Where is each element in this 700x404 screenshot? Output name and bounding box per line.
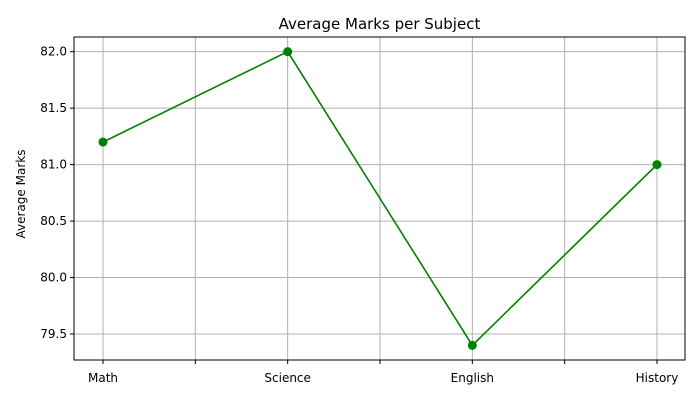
y-tick-label: 80.0 xyxy=(40,271,67,285)
y-tick-label: 79.5 xyxy=(40,327,67,341)
x-tick-label-science: Science xyxy=(264,371,311,385)
y-tick-label: 82.0 xyxy=(40,45,67,59)
x-tick-label-math: Math xyxy=(88,371,118,385)
tick-layer: 79.5 80.0 80.5 81.0 81.5 82.0 Math Science Engli… xyxy=(40,45,678,385)
data-point-math xyxy=(98,137,108,147)
chart-title: Average Marks per Subject xyxy=(279,15,481,33)
data-point-science xyxy=(283,47,293,57)
grid-layer xyxy=(74,37,685,360)
series-layer xyxy=(98,47,662,350)
data-point-history xyxy=(652,160,662,170)
y-tick-label: 81.5 xyxy=(40,101,67,115)
series-line xyxy=(102,50,658,347)
y-tick-label: 80.5 xyxy=(40,214,67,228)
x-tick-label-english: English xyxy=(451,371,494,385)
data-point-english xyxy=(467,340,477,350)
y-tick-label: 81.0 xyxy=(40,158,67,172)
x-tick-label-history: History xyxy=(636,371,679,385)
y-axis-title: Average Marks xyxy=(14,150,28,239)
